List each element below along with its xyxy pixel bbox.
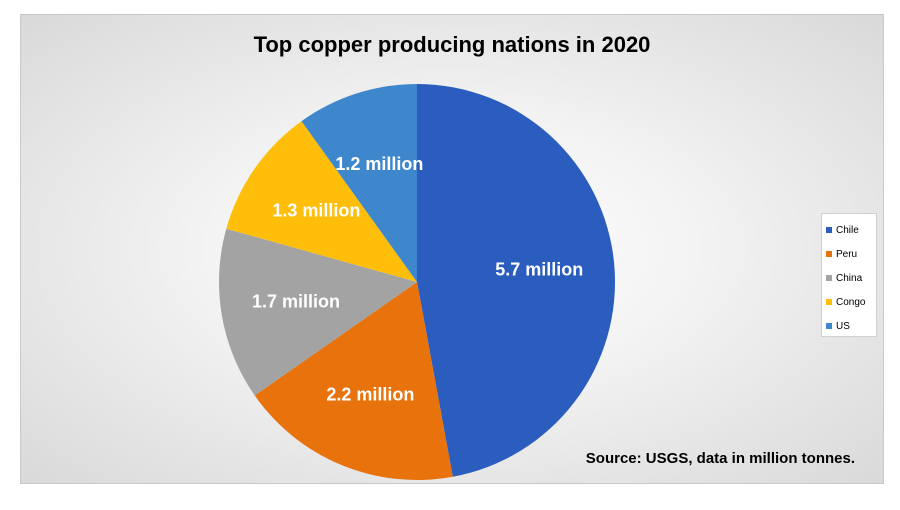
data-label-us: 1.2 million: [335, 154, 423, 174]
legend-item-us: US: [822, 314, 876, 338]
data-label-peru: 2.2 million: [326, 384, 414, 404]
chart-area: Top copper producing nations in 2020 5.7…: [20, 14, 884, 484]
source-note: Source: USGS, data in million tonnes.: [585, 450, 855, 467]
pie-slice-congo: [226, 121, 417, 282]
legend-item-chile: Chile: [822, 218, 876, 242]
legend-swatch: [826, 323, 832, 329]
pie-slice-china: [219, 228, 417, 396]
legend-swatch: [826, 227, 832, 233]
legend-swatch: [826, 251, 832, 257]
legend-item-peru: Peru: [822, 242, 876, 266]
legend: Chile Peru China Congo US: [821, 213, 877, 337]
pie-slice-chile: [417, 84, 615, 477]
legend-label: Congo: [836, 296, 866, 308]
legend-swatch: [826, 275, 832, 281]
legend-item-china: China: [822, 266, 876, 290]
legend-item-congo: Congo: [822, 290, 876, 314]
pie-chart: 5.7 million 2.2 million 1.7 million 1.3 mil…: [219, 84, 615, 480]
data-label-china: 1.7 million: [252, 291, 340, 311]
legend-label: Chile: [836, 224, 859, 236]
data-label-chile: 5.7 million: [495, 260, 583, 280]
data-label-congo: 1.3 million: [272, 200, 360, 220]
pie-slice-us: [301, 84, 417, 282]
legend-label: Peru: [836, 248, 858, 260]
legend-swatch: [826, 299, 832, 305]
legend-label: US: [836, 320, 850, 332]
chart-title: Top copper producing nations in 2020: [253, 32, 651, 57]
pie-slice-peru: [254, 282, 453, 480]
legend-label: China: [836, 272, 863, 284]
